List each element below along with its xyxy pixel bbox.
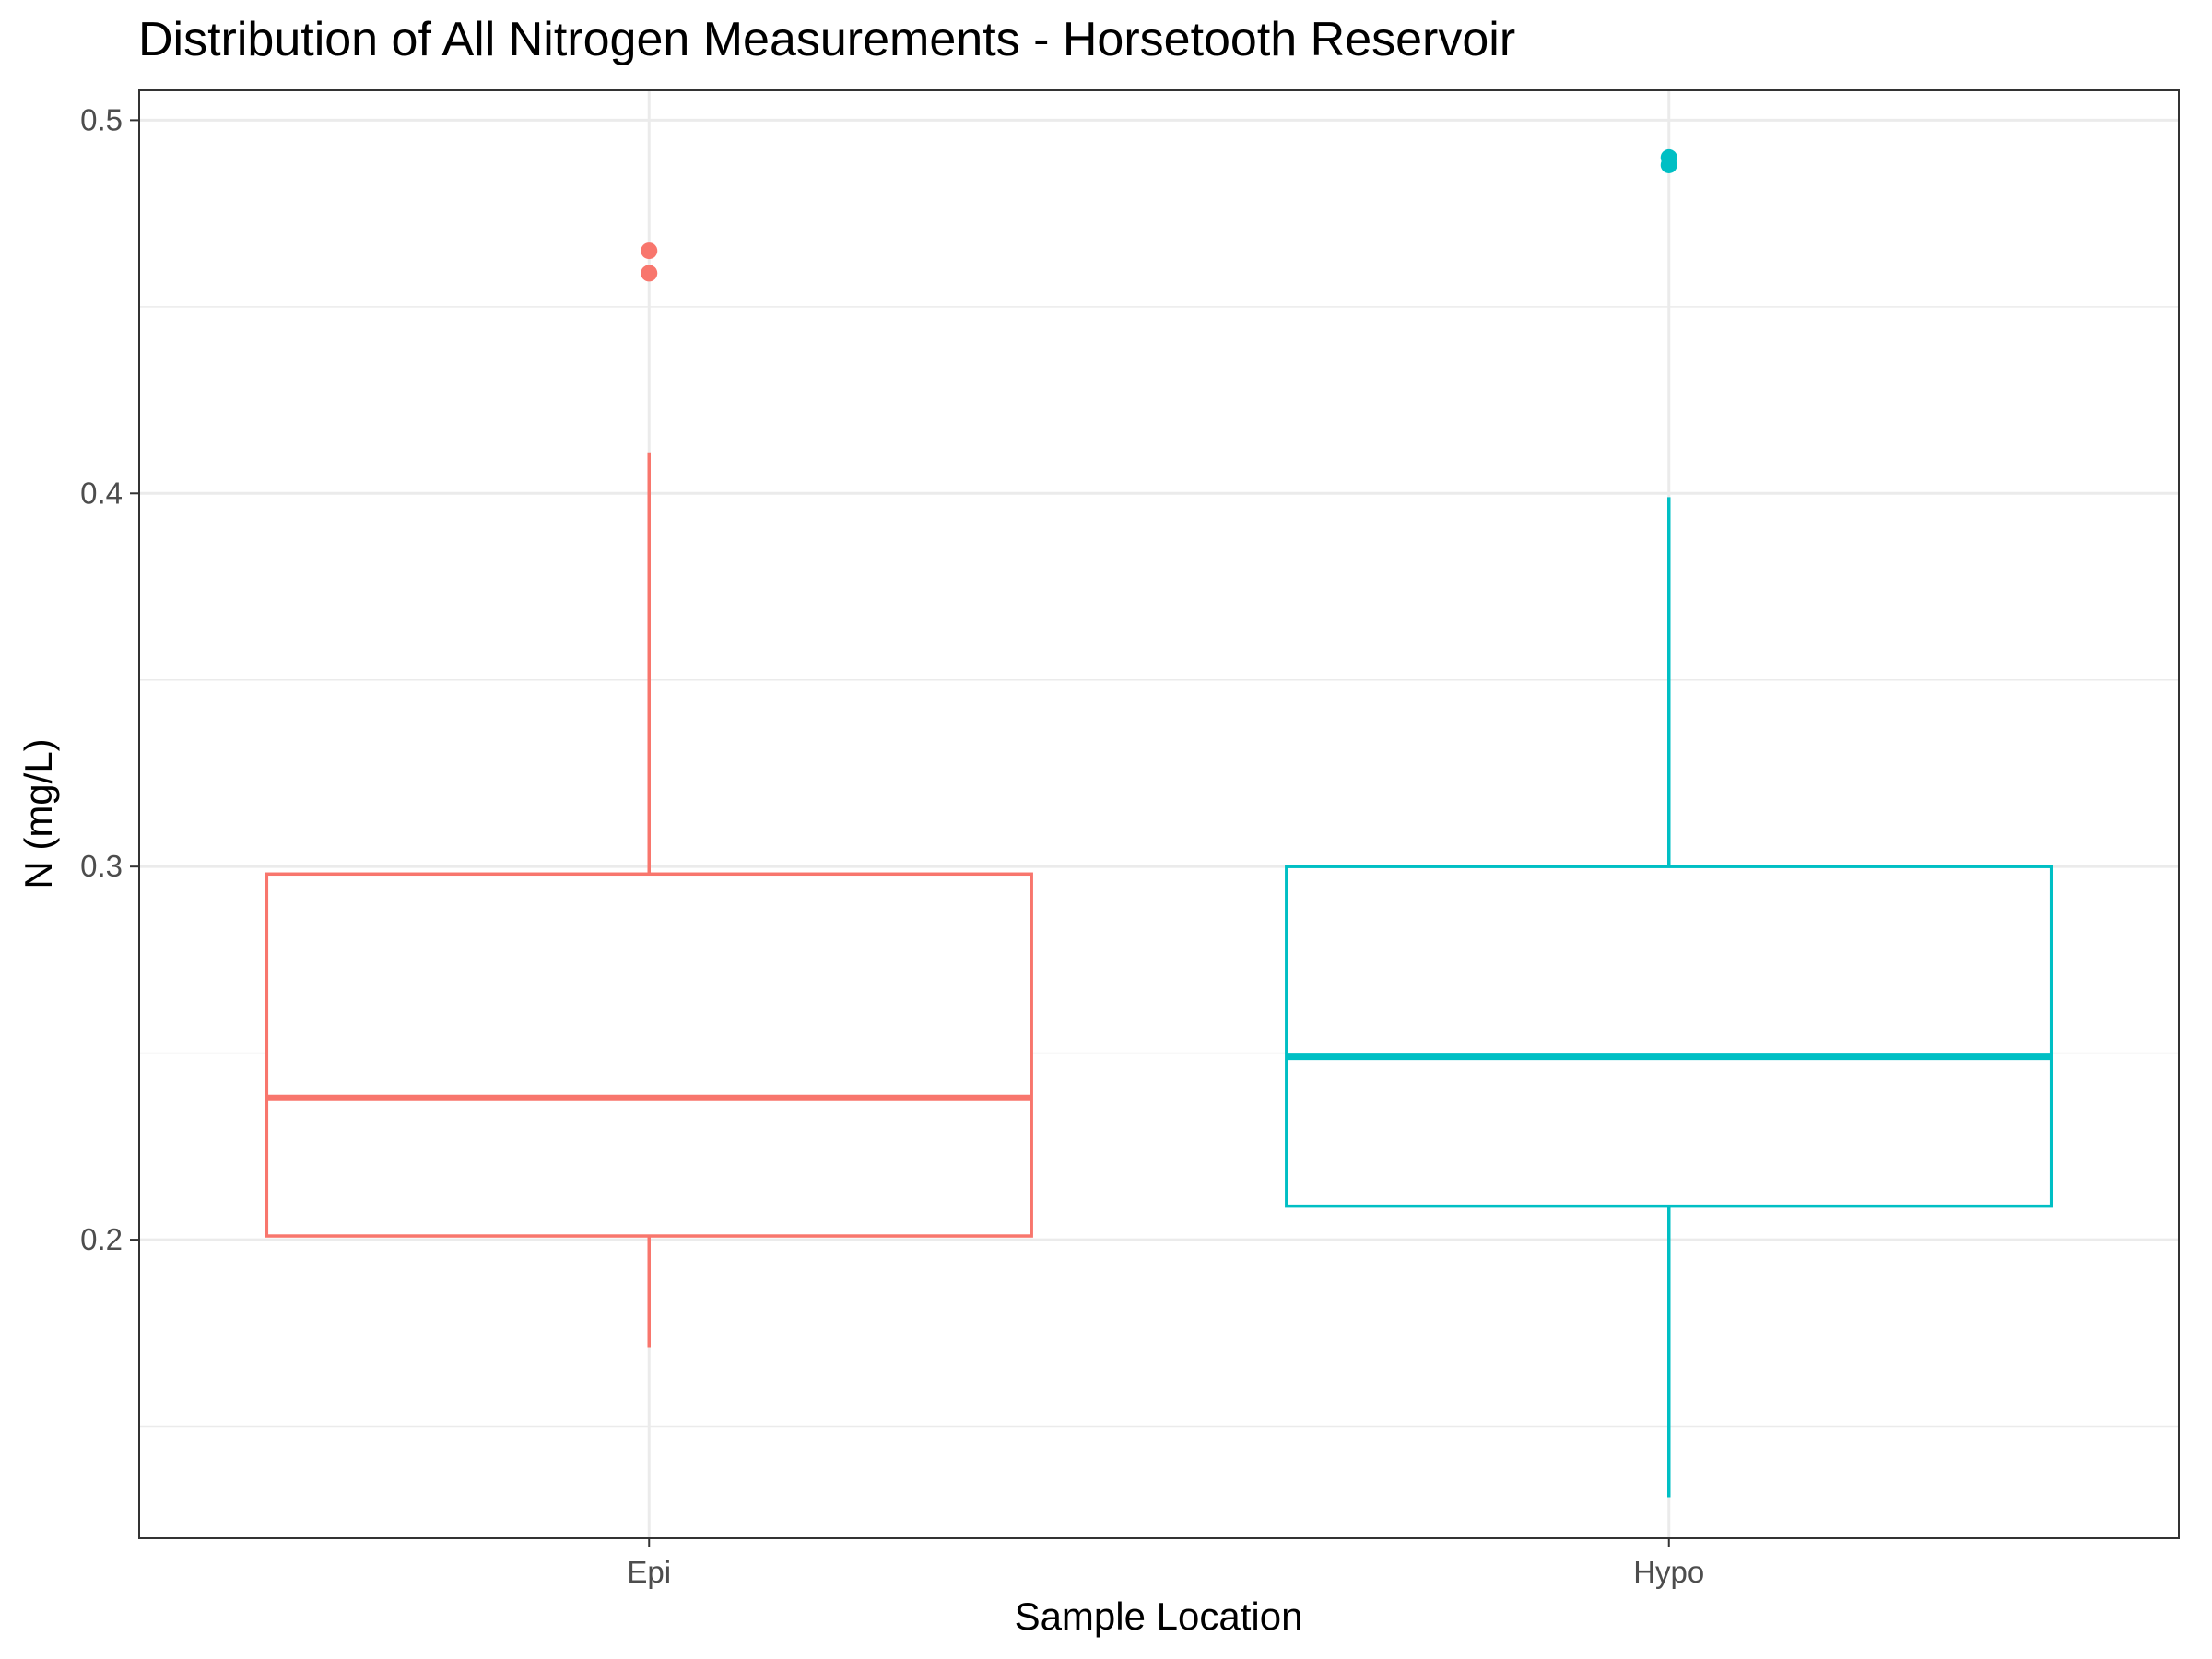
box-group-epi — [265, 242, 1033, 1348]
outlier-point — [1660, 148, 1677, 166]
y-axis-title: N (mg/L) — [17, 738, 60, 888]
x-tick-label: Hypo — [1633, 1555, 1704, 1589]
grid-layer — [139, 90, 2179, 1538]
panel-border — [138, 89, 2180, 1539]
outlier-point — [641, 242, 658, 260]
box-iqr — [265, 872, 1033, 1238]
box-group-hypo — [1285, 148, 2053, 1498]
x-tick-label: Epi — [627, 1555, 671, 1589]
chart-title: Distribution of All Nitrogen Measurement… — [138, 13, 1515, 66]
y-tick-label: 0.2 — [80, 1222, 123, 1256]
y-tick-label: 0.5 — [80, 102, 123, 136]
box-iqr — [1285, 865, 2053, 1208]
axis-layer: 0.2 0.3 0.4 0.5 Epi Hypo — [80, 102, 1704, 1589]
box-layer — [265, 148, 2053, 1498]
y-tick-label: 0.3 — [80, 849, 123, 883]
x-axis-title: Sample Location — [1015, 1594, 1303, 1638]
y-tick-label: 0.4 — [80, 476, 123, 510]
outlier-point — [641, 265, 658, 282]
